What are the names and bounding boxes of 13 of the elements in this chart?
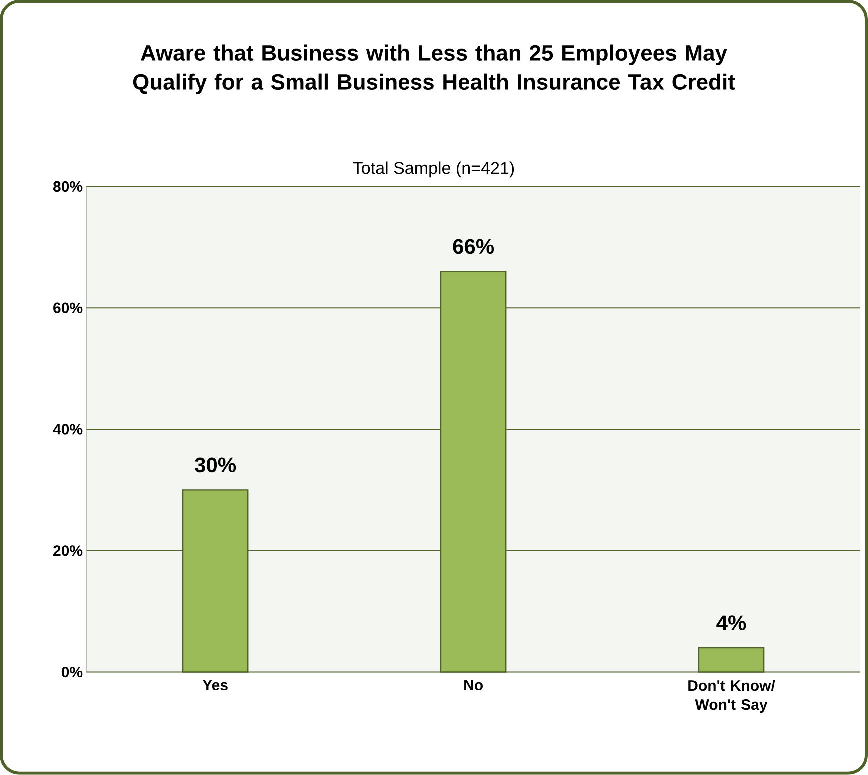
y-tick-label: 0%: [62, 667, 83, 678]
chart-title: Aware that Business with Less than 25 Employees May Qualify for a Small Business Health Insurance Tax Credit: [133, 44, 736, 94]
data-label: 66%: [453, 239, 494, 254]
x-tick-label: No: [464, 680, 483, 691]
data-label: 30%: [195, 458, 236, 473]
y-tick-label: 20%: [54, 546, 83, 556]
chart-subtitle: Total Sample (n=421): [353, 162, 514, 178]
data-label: 4%: [716, 616, 746, 630]
x-tick-label: Yes: [202, 680, 228, 691]
y-tick-label: 60%: [54, 302, 83, 314]
y-tick-label: 40%: [53, 424, 83, 435]
x-tick-label: Don't Know/ Won't Say: [688, 680, 776, 714]
y-tick-label: 80%: [53, 181, 83, 192]
